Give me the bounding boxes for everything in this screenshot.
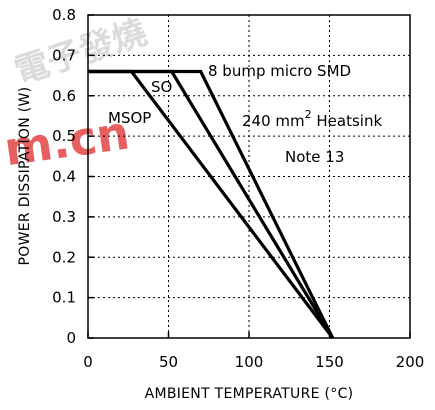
y-axis-title: POWER DISSIPATION (W) xyxy=(17,87,33,266)
annotation-msop: MSOP xyxy=(108,109,151,127)
x-tick-label: 100 xyxy=(235,353,264,371)
y-tick-label: 0.2 xyxy=(52,248,76,266)
grid xyxy=(88,15,410,338)
annotation-note: Note 13 xyxy=(285,148,344,166)
annotation-so: SO xyxy=(151,78,172,96)
annotation-heatsink-sup: 2 xyxy=(305,108,312,121)
annotation-heatsink: 240 mm2 Heatsink xyxy=(242,108,382,130)
y-tick-label: 0.8 xyxy=(52,6,76,24)
y-tick-label: 0.3 xyxy=(52,208,76,226)
series-layer xyxy=(88,69,335,339)
y-tick-label: 0.4 xyxy=(52,168,76,186)
x-axis-title: AMBIENT TEMPERATURE (°C) xyxy=(145,386,354,402)
axis-ticks: 0 50 100 150 200 0 0.1 0.2 0.3 0.4 0.5 0.6 0.7 0.8 xyxy=(52,6,424,371)
y-tick-label: 0 xyxy=(66,329,76,347)
y-tick-label: 0.5 xyxy=(52,127,76,145)
x-tick-label: 150 xyxy=(315,353,344,371)
x-tick-label: 0 xyxy=(83,353,93,371)
annotation-micro-smd: 8 bump micro SMD xyxy=(208,62,351,80)
y-tick-label: 0.6 xyxy=(52,87,76,105)
y-tick-label: 0.7 xyxy=(52,46,76,64)
series-line-8-bump-micro-smd xyxy=(88,69,335,339)
y-tick-label: 0.1 xyxy=(52,289,76,307)
annotation-heatsink-suffix: Heatsink xyxy=(312,112,383,130)
watermark-chinese: 電子發燒 xyxy=(10,12,152,92)
x-tick-label: 200 xyxy=(396,353,425,371)
annotation-heatsink-prefix: 240 mm xyxy=(242,112,305,130)
x-tick-label: 50 xyxy=(159,353,178,371)
